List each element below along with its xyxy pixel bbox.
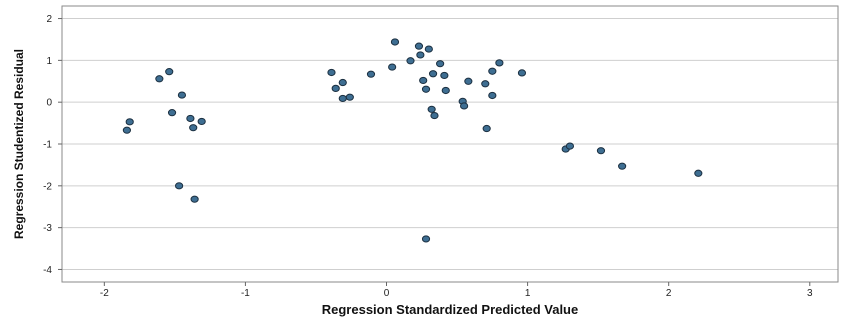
data-point — [460, 102, 469, 110]
data-point — [388, 63, 397, 71]
y-axis-ticks: 2 1 0 -1 -2 -3 -4 — [43, 14, 62, 276]
data-point — [165, 68, 174, 76]
data-point — [345, 93, 354, 101]
y-tick-label: -2 — [43, 181, 52, 192]
y-axis-title: Regression Studentized Residual — [12, 49, 26, 239]
data-point — [366, 70, 376, 78]
data-point — [177, 91, 187, 99]
x-tick-label: 2 — [666, 288, 672, 299]
data-point — [414, 42, 424, 50]
data-point — [327, 68, 336, 77]
x-tick-label: -2 — [100, 288, 109, 299]
data-point — [338, 78, 347, 87]
data-point — [167, 109, 177, 117]
x-tick-label: 1 — [525, 288, 531, 299]
data-point — [419, 76, 428, 85]
y-tick-label: -3 — [43, 223, 52, 234]
data-point — [427, 105, 436, 113]
data-point — [488, 91, 497, 100]
x-axis-title: Regression Standardized Predicted Value — [322, 302, 578, 317]
x-tick-label: 0 — [384, 288, 390, 299]
data-point — [125, 118, 134, 126]
x-axis-ticks: -2 -1 0 1 2 3 — [100, 282, 813, 299]
data-point — [197, 117, 206, 126]
data-point — [421, 85, 431, 93]
y-tick-label: 1 — [46, 56, 52, 67]
data-point — [436, 60, 445, 68]
data-point — [190, 195, 199, 203]
data-point — [175, 182, 184, 190]
data-points — [122, 38, 703, 243]
data-point — [440, 71, 449, 80]
y-tick-label: -1 — [43, 140, 52, 151]
data-point — [430, 111, 439, 120]
data-point — [517, 69, 527, 77]
data-point — [596, 147, 606, 155]
y-tick-label: 0 — [46, 98, 52, 109]
data-point — [416, 51, 425, 59]
data-point — [464, 77, 473, 85]
data-point — [694, 169, 703, 177]
x-tick-label: -1 — [241, 288, 250, 299]
data-point — [481, 80, 490, 88]
data-point — [565, 142, 575, 150]
data-point — [338, 94, 347, 103]
data-point — [421, 235, 431, 243]
data-point — [618, 162, 627, 170]
data-point — [424, 45, 433, 53]
data-point — [122, 126, 132, 134]
y-tick-label: 2 — [46, 14, 52, 25]
data-point — [488, 67, 497, 75]
x-tick-label: 3 — [807, 288, 813, 299]
data-point — [189, 124, 198, 132]
data-point — [155, 75, 164, 83]
data-point — [441, 86, 450, 95]
gridlines — [62, 18, 838, 270]
data-point — [482, 124, 491, 133]
data-point — [331, 84, 340, 92]
data-point — [406, 57, 415, 65]
y-tick-label: -4 — [43, 265, 52, 276]
data-point — [390, 38, 400, 46]
data-point — [495, 59, 504, 67]
data-point — [428, 70, 438, 78]
data-point — [186, 114, 195, 123]
